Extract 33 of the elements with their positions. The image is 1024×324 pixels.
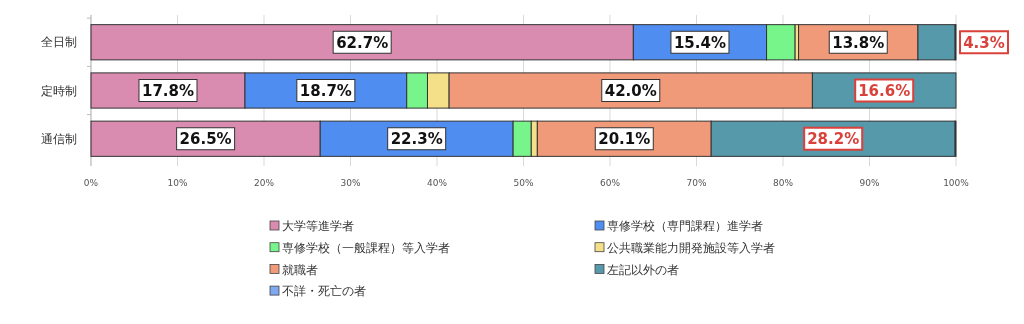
x-tick-label: 0%: [83, 178, 99, 188]
data-label: 4.3%: [963, 33, 1005, 52]
x-tick-label: 70%: [686, 178, 707, 188]
legend-label: 就職者: [282, 262, 318, 277]
y-tick-label: 通信制: [41, 131, 77, 146]
x-tick-label: 100%: [943, 178, 970, 188]
x-tick-label: 90%: [859, 178, 880, 188]
x-tick-label: 50%: [513, 178, 534, 188]
y-tick-label: 定時制: [41, 83, 77, 98]
legend-label: 公共職業能力開発施設等入学者: [607, 240, 775, 255]
data-label: 26.5%: [179, 129, 232, 148]
legend-label: 専修学校（専門課程）進学者: [607, 219, 763, 234]
data-label: 13.8%: [832, 33, 885, 52]
data-label: 42.0%: [604, 81, 657, 100]
x-tick-label: 10%: [167, 178, 188, 188]
x-tick-label: 30%: [340, 178, 361, 188]
legend-label: 左記以外の者: [607, 262, 679, 277]
data-label: 16.6%: [858, 81, 911, 100]
legend-label: 不詳・死亡の者: [282, 284, 366, 299]
data-label: 18.7%: [299, 81, 352, 100]
x-tick-label: 20%: [253, 178, 275, 188]
x-tick-label: 80%: [772, 178, 794, 188]
x-tick-label: 40%: [426, 178, 448, 188]
data-label: 17.8%: [141, 81, 195, 100]
x-tick-label: 60%: [599, 178, 621, 188]
data-label: 28.2%: [807, 129, 860, 148]
data-label: 15.4%: [673, 33, 726, 52]
data-label: 62.7%: [336, 33, 389, 52]
data-label: 22.3%: [390, 129, 443, 148]
legend-label: 大学等進学者: [282, 219, 354, 234]
data-label: 20.1%: [598, 129, 651, 148]
y-tick-label: 全日制: [41, 35, 77, 50]
legend-label: 専修学校（一般課程）等入学者: [282, 240, 450, 255]
